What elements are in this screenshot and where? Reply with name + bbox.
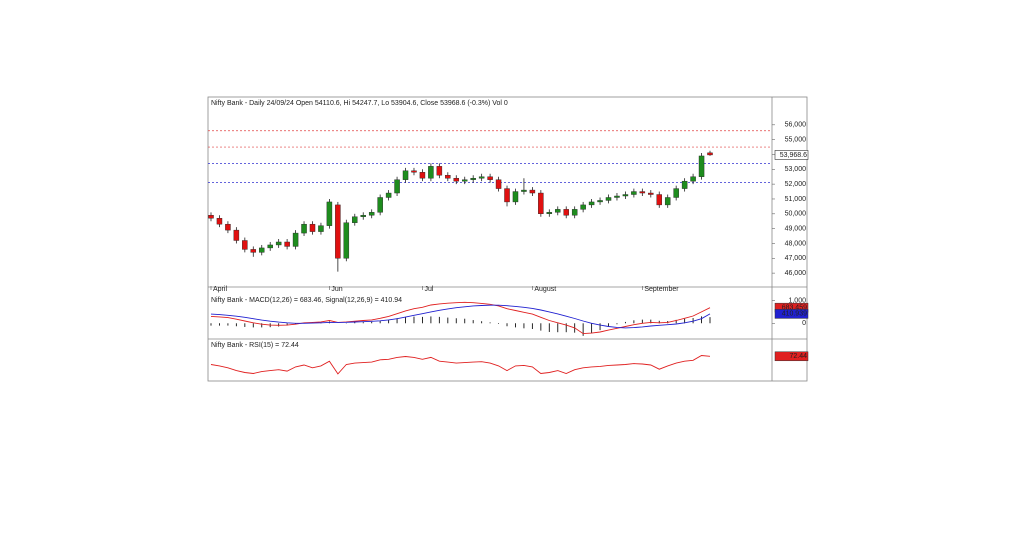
- candle-body: [673, 188, 679, 198]
- candle-body: [360, 215, 366, 217]
- candle-body: [377, 197, 383, 213]
- candle-body: [436, 166, 443, 176]
- x-tick-label: April: [213, 286, 227, 293]
- y-tick-label: 52,000: [785, 181, 807, 188]
- candle-body: [495, 179, 502, 189]
- indicator-line: [210, 301, 711, 335]
- candle-body: [368, 212, 375, 216]
- candle-body: [648, 192, 654, 195]
- candle-body: [250, 249, 257, 253]
- candle-body: [588, 201, 595, 206]
- candle-body: [259, 247, 265, 253]
- candle-body: [707, 152, 713, 156]
- candle-body: [504, 188, 510, 203]
- candle-body: [521, 189, 527, 192]
- chart-frame: [207, 96, 808, 382]
- y-tick-label: 53,000: [785, 166, 807, 173]
- y-tick-label: 1,000: [788, 297, 806, 304]
- candle-body: [394, 179, 400, 194]
- candle-body: [385, 192, 392, 198]
- x-tick-label: August: [534, 286, 556, 293]
- y-tick-label: 51,000: [785, 196, 807, 203]
- candle-body: [690, 176, 696, 182]
- y-tick-label: 47,000: [785, 255, 807, 262]
- candle-body: [284, 241, 290, 247]
- candle-body: [242, 240, 248, 250]
- candle-body: [267, 244, 273, 249]
- candle-body: [309, 223, 316, 232]
- candle-body: [597, 200, 603, 203]
- candle-body: [402, 170, 409, 180]
- y-tick-label: 49,000: [785, 225, 807, 232]
- value-badge-label: 410.939: [782, 311, 807, 318]
- candle-body: [225, 223, 231, 231]
- y-tick-label: 48,000: [785, 240, 807, 247]
- x-tick-label: Jul: [424, 286, 433, 293]
- y-tick-label: 50,000: [785, 211, 807, 218]
- macd-title: Nifty Bank - MACD(12,26) = 683.46, Signa…: [211, 297, 402, 304]
- candle-body: [335, 204, 341, 259]
- value-badge-label: 72.44: [789, 353, 807, 360]
- value-badge: [774, 309, 809, 319]
- candle-body: [326, 201, 333, 226]
- candle-body: [216, 218, 223, 225]
- value-badge: [774, 351, 809, 362]
- y-tick-label: 56,000: [785, 122, 807, 129]
- candle-body: [233, 229, 240, 241]
- candle-body: [563, 209, 569, 216]
- candle-body: [555, 209, 561, 213]
- candle-body: [343, 222, 350, 259]
- candle-body: [605, 197, 612, 201]
- candle-body: [614, 195, 620, 198]
- x-tick-label: September: [644, 286, 679, 293]
- candle-body: [478, 176, 485, 179]
- candle-body: [538, 192, 544, 215]
- x-tick-label: Jun: [331, 286, 342, 293]
- candle-body: [512, 191, 519, 203]
- candle-body: [664, 197, 671, 206]
- indicator-line: [210, 304, 711, 329]
- candle-body: [487, 176, 493, 180]
- y-tick-label: 0: [802, 320, 806, 327]
- candle-body: [275, 241, 282, 246]
- y-tick-label: 55,000: [785, 136, 807, 143]
- candle-body: [698, 155, 705, 177]
- value-badge-label: 683.459: [782, 305, 807, 312]
- candle-body: [546, 212, 553, 214]
- candle-body: [580, 204, 586, 210]
- indicator-line: [210, 355, 711, 375]
- candle-body: [461, 179, 468, 182]
- candle-body: [529, 189, 536, 194]
- candle-body: [639, 191, 646, 194]
- candle-body: [470, 177, 476, 180]
- price-badge-label: 53,968.6: [780, 152, 807, 159]
- candle-body: [301, 223, 307, 234]
- candle-body: [419, 172, 426, 179]
- candle-body: [292, 232, 299, 247]
- rsi-title: Nifty Bank - RSI(15) = 72.44: [211, 342, 299, 349]
- candle-body: [411, 170, 417, 173]
- candle-body: [656, 194, 662, 206]
- candle-body: [352, 216, 358, 223]
- candle-body: [622, 194, 629, 197]
- candle-body: [445, 175, 451, 179]
- candle-body: [318, 225, 324, 232]
- candle-body: [453, 177, 460, 182]
- chart-title: Nifty Bank - Daily 24/09/24 Open 54110.6…: [211, 100, 508, 107]
- candle-body: [631, 191, 637, 195]
- candle-body: [571, 209, 578, 216]
- candle-body: [428, 166, 434, 179]
- y-tick-label: 46,000: [785, 270, 807, 277]
- candle-body: [208, 215, 214, 219]
- candle-body: [681, 180, 688, 189]
- price-badge: [774, 150, 809, 160]
